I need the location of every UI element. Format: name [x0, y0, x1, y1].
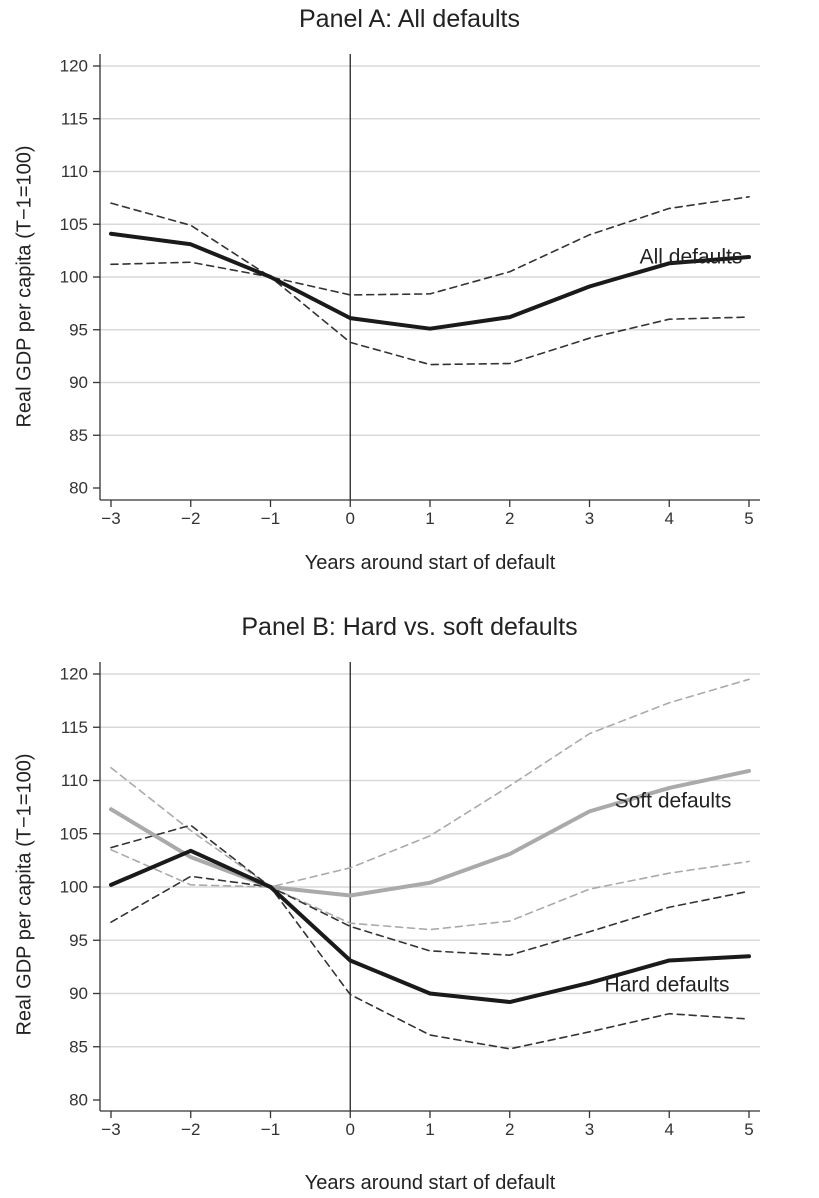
x-tick-label: 2: [505, 1120, 514, 1139]
x-axis-label: Years around start of default: [304, 552, 556, 574]
confidence-band-line: [110, 196, 750, 296]
y-tick-label: 80: [69, 479, 88, 498]
x-tick-label: 0: [346, 509, 355, 528]
x-tick-label: 5: [744, 1120, 753, 1139]
y-tick-label: 85: [69, 426, 88, 445]
y-tick-label: 105: [60, 215, 88, 234]
x-tick-label: 5: [744, 509, 753, 528]
x-tick-label: 1: [425, 1120, 434, 1139]
y-tick-label: 110: [61, 162, 88, 181]
chart-title: Panel B: Hard vs. soft defaults: [241, 613, 578, 641]
y-tick-label: 90: [69, 373, 88, 392]
x-tick-label: −3: [101, 509, 120, 528]
chart-plot-area: 80 85 90 95 100 105 110 115 120 −3 −2 −1 0 1 2 3 4 5 All d…: [60, 54, 760, 528]
series-line: [109, 768, 751, 898]
x-tick-label: 3: [585, 1120, 594, 1139]
confidence-band-line: [110, 678, 750, 888]
series-label: All defaults: [640, 245, 743, 268]
confidence-band-line: [110, 875, 750, 1050]
x-tick-label: 0: [346, 1120, 355, 1139]
x-tick-label: −1: [261, 1120, 280, 1139]
y-tick-label: 120: [60, 57, 88, 76]
y-tick-label: 95: [69, 320, 88, 339]
y-tick-label: 85: [69, 1037, 88, 1056]
series-line: [109, 231, 751, 331]
series-label: Soft defaults: [615, 789, 732, 812]
x-tick-label: 4: [665, 1120, 674, 1139]
y-tick-label: 95: [69, 931, 88, 950]
x-tick-label: −3: [101, 1120, 120, 1139]
y-tick-label: 100: [60, 268, 88, 287]
y-tick-label: 90: [69, 984, 88, 1003]
x-tick-label: −2: [181, 1120, 200, 1139]
y-tick-label: 115: [61, 718, 88, 737]
x-tick-label: 3: [585, 509, 594, 528]
x-tick-label: −2: [181, 509, 200, 528]
y-tick-label: 80: [69, 1091, 88, 1110]
y-tick-label: 120: [60, 665, 88, 684]
y-tick-label: 110: [61, 771, 88, 790]
y-tick-label: 115: [61, 109, 88, 128]
series-label: Hard defaults: [605, 974, 730, 997]
y-tick-label: 100: [60, 878, 88, 897]
chart-plot-area: 80 85 90 95 100 105 110 115 120 −3 −2 −1 0 1 2 3 4 5 Soft …: [60, 662, 760, 1139]
confidence-band-line: [110, 824, 750, 956]
chart-title: Panel A: All defaults: [299, 5, 520, 33]
x-tick-label: 1: [425, 509, 434, 528]
confidence-band-line: [110, 261, 750, 366]
series-line: [109, 848, 751, 1005]
x-tick-label: 4: [665, 509, 674, 528]
x-axis-label: Years around start of default: [304, 1172, 556, 1194]
x-tick-label: 2: [505, 509, 514, 528]
x-tick-label: −1: [261, 509, 280, 528]
panel-a: Panel A: All defaults Real GDP per capit…: [14, 5, 760, 574]
panel-b: Panel B: Hard vs. soft defaults Real GDP…: [0, 600, 819, 1198]
confidence-band-line: [110, 848, 750, 931]
y-tick-label: 105: [60, 824, 88, 843]
